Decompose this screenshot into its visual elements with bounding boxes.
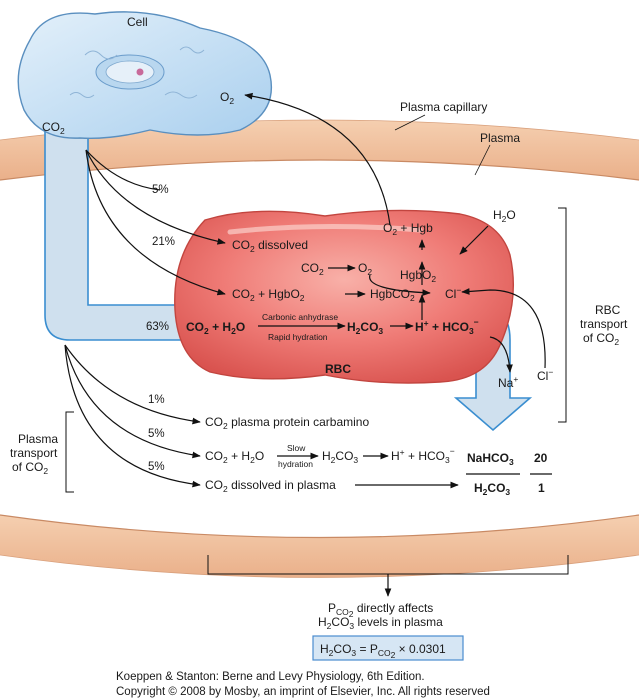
cell-co2: CO2	[42, 120, 65, 136]
cell-graphic	[17, 11, 272, 139]
cell-label: Cell	[127, 15, 148, 29]
co2-protein-carbamino: CO2 plasma protein carbamino	[205, 415, 369, 431]
red-blood-cell	[174, 209, 514, 384]
pct-hgb-carbamino: 21%	[152, 236, 175, 248]
cl-outside: Cl−	[537, 367, 553, 383]
hgbo2-middle: HgbO2	[400, 268, 436, 284]
credit-line-2: Copyright © 2008 by Mosby, an imprint of…	[116, 686, 490, 698]
o2-plus-hgb: O2 + Hgb	[383, 221, 433, 237]
co2-dissolved-plasma: CO2 dissolved in plasma	[205, 478, 336, 494]
nahco3-label: NaHCO3	[467, 451, 514, 467]
bottom-brace	[207, 555, 569, 597]
pct-plasma-hydration: 5%	[148, 428, 165, 440]
hydration-label: hydration	[278, 459, 313, 469]
rbc-label: RBC	[325, 362, 351, 376]
plasma-capillary-label: Plasma capillary	[400, 100, 487, 114]
pct-dissolved-plasma: 5%	[148, 461, 165, 473]
h-plus-hco3-rbc: H+ + HCO3−	[415, 317, 479, 336]
plasma-transport-bracket	[65, 411, 74, 493]
rbc-transport-bracket	[558, 207, 567, 423]
plasma-transport-label: Plasma transport of CO2	[10, 432, 61, 476]
pco2-note: PCO2 directly affects	[328, 601, 433, 619]
rbc-hydration-equation: CO2 + H2O	[186, 320, 245, 336]
plasma-hydration-reactants: CO2 + H2O	[205, 449, 264, 465]
cl-in-rbc: Cl−	[445, 285, 461, 301]
co2-plus-hgbo2: CO2 + HgbO2	[232, 287, 305, 303]
ratio-20: 20	[534, 451, 548, 465]
rbc-transport-label: RBC transport of CO2	[580, 303, 631, 347]
credit-line-1: Koeppen & Stanton: Berne and Levy Physio…	[116, 671, 425, 683]
h2co3-levels-note: H2CO3 levels in plasma	[318, 615, 443, 631]
pct-rbc-hydration: 63%	[146, 321, 169, 333]
pct-dissolved-rbc: 5%	[152, 184, 169, 196]
h2co3-ratio-label: H2CO3	[474, 481, 510, 497]
formula-box: H2CO3 = PCO2 × 0.0301	[312, 635, 464, 661]
ratio-1: 1	[538, 481, 545, 495]
capillary-wall	[0, 119, 639, 578]
co2-dissolved-rbc: CO2 dissolved	[232, 238, 308, 254]
flow-arrows	[64, 92, 546, 489]
co2-to-o2-reactant: CO2	[301, 261, 324, 277]
na-plus: Na+	[498, 374, 518, 390]
h-plus-hco3-plasma: H+ + HCO3−	[391, 446, 455, 465]
carbonic-anhydrase: Carbonic anhydrase	[262, 312, 338, 322]
h2co3-plasma: H2CO3	[322, 449, 358, 465]
h2co3-rbc: H2CO3	[347, 320, 383, 336]
bicarbonate-ratio: NaHCO3 H2CO3 20 1	[466, 451, 552, 497]
plasma-label: Plasma	[480, 131, 520, 145]
slow-label: Slow	[287, 443, 306, 453]
rapid-hydration: Rapid hydration	[268, 332, 328, 342]
pct-protein-carbamino: 1%	[148, 394, 165, 406]
h2o-rbc: H2O	[493, 208, 516, 224]
hgbco2: HgbCO2	[370, 287, 415, 303]
